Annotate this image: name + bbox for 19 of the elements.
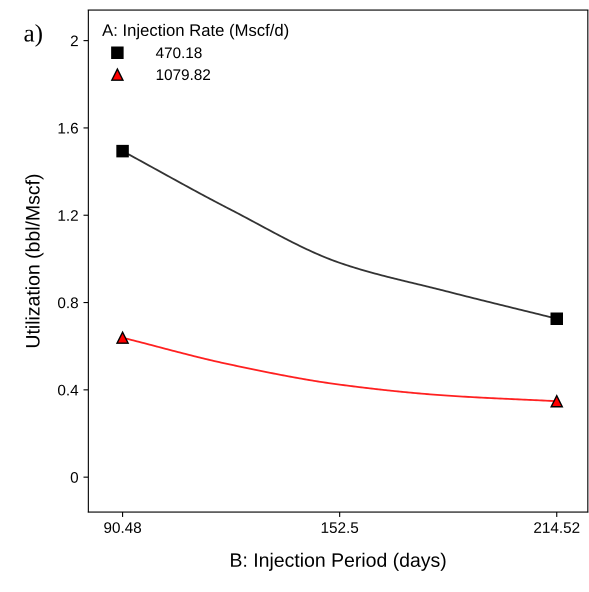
- text: a): [24, 24, 42, 47]
- y-tick-label: 2: [70, 35, 78, 46]
- point: [550, 394, 563, 408]
- legend-label: 470.18: [156, 47, 202, 58]
- y-tick-label: 0.4: [58, 384, 78, 396]
- x-tick-label: 90.48: [104, 522, 142, 534]
- y-tick-label: 0.8: [58, 297, 78, 308]
- y-tick-label: 1.6: [58, 122, 78, 134]
- legend-label: 1079.82: [156, 69, 210, 80]
- x-tick-label: 214.52: [534, 522, 580, 534]
- y-axis-title: Utilization (bbl/Mscf): [25, 174, 44, 348]
- point: [550, 312, 563, 325]
- x-axis-title: B: Injection Period (days): [231, 552, 446, 571]
- y-tick-label: 0: [70, 472, 78, 483]
- x-tick-label: 152.5: [322, 522, 358, 534]
- legend-title: A: Injection Rate (Mscf/d): [102, 24, 288, 40]
- point: [116, 331, 129, 344]
- point: [116, 144, 129, 158]
- y-tick-label: 1.2: [58, 210, 78, 221]
